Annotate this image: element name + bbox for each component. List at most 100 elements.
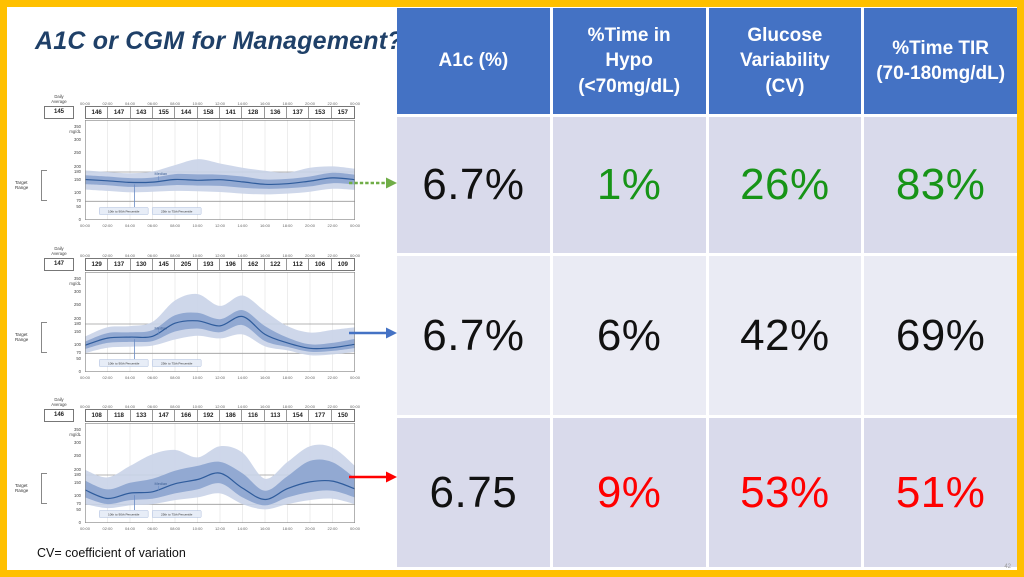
hourly-average-value: 136 [265,106,287,118]
hourly-average-value: 143 [131,106,153,118]
hourly-average-value: 128 [242,106,265,118]
time-label: 02:00 [102,403,113,409]
y-tick-label: 50 [76,506,81,512]
time-label: 20:00 [304,403,316,409]
y-tick-label: 300 [74,137,81,143]
chart-header-main: 00:00 02:00 04:00 06:00 08:00 10:00 12:00 14:00… [80,98,360,119]
hourly-average-value: 155 [153,106,176,118]
time-label: 04:00 [124,222,136,228]
y-axis-unit: mg/dL [69,431,81,437]
y-tick-label: 250 [74,453,81,459]
chart-header: Daily Average 147 00:00 02:00 04:00 06:00 08:00… [39,246,360,271]
hourly-average-value: 116 [242,409,265,421]
hourly-average-value: 147 [108,106,131,118]
time-label: 00:00 [79,374,91,380]
hourly-average-value: 129 [86,258,109,270]
median-callout: Median [155,326,168,330]
time-label: 16:00 [259,525,271,531]
hourly-averages: 108 118 133 147 166 192 186 116 113 154 177 150 [85,408,355,422]
table-cell: 6.7% [397,117,550,253]
time-label: 04:00 [124,100,136,106]
hourly-average-value: 122 [265,258,287,270]
table-cell: 69% [864,256,1017,415]
chart-header-main: 00:00 02:00 04:00 06:00 08:00 10:00 12:00 14:00… [80,401,360,422]
table-header-cell: A1c (%) [397,8,550,114]
hourly-average-value: 154 [287,409,310,421]
daily-average-label: Daily Average [51,397,67,407]
time-label: 18:00 [282,252,293,258]
cgm-chart-plot: Median 10th to 90th Percentile 25th to 75t… [85,119,355,220]
time-label: 12:00 [214,252,226,258]
time-label: 04:00 [124,252,136,258]
time-label: 00:00 [349,374,361,380]
y-axis-unit: mg/dL [69,128,81,134]
time-label: 08:00 [169,100,181,106]
time-label: 00:00 [79,252,91,258]
table-cell: 51% [864,418,1017,567]
y-tick-label: 180 [74,169,81,175]
hourly-average-value: 146 [86,106,109,118]
table-cell: 26% [708,117,862,253]
time-label: 14:00 [237,222,248,228]
y-tick-label: 250 [74,302,81,308]
legend-label: 10th to 90th Percentile [108,361,140,365]
y-tick-label: 70 [76,198,81,204]
time-labels-bottom: 00:00 02:00 04:00 06:00 08:00 10:00 12:00 14:00… [80,372,360,380]
hourly-average-value: 150 [337,411,348,419]
y-tick-label: 0 [78,217,81,223]
y-tick-label: 180 [74,472,81,478]
time-label: 18:00 [282,100,293,106]
time-label: 00:00 [349,252,361,258]
chart-body: 350 mg/dL 300 250 200 150 100 50 0 180 70 Median 10t… [39,119,355,223]
y-tick-label: 70 [76,501,81,507]
time-label: 12:00 [214,100,226,106]
time-label: 18:00 [282,525,293,531]
y-tick-label: 100 [74,493,81,499]
legend-label: 25th to 75th Percentile [161,209,193,213]
y-tick-label: 350 [74,275,81,281]
hourly-average-value: 177 [309,409,332,421]
time-label: 12:00 [214,525,226,531]
legend-label: 25th to 75th Percentile [161,361,193,365]
legend-label: 10th to 90th Percentile [108,512,140,516]
hourly-average-value: 205 [175,258,198,270]
hourly-average-value: 162 [242,258,265,270]
table-cell: 9% [552,418,706,567]
table-header-cell: Glucose Variability (CV) [708,8,862,114]
y-tick-label: 300 [74,440,81,446]
time-label: 04:00 [124,403,136,409]
hourly-average-value: 196 [220,258,243,270]
time-label: 14:00 [237,403,248,409]
y-axis: 350 mg/dL 300 250 200 150 100 50 0 180 70 [39,272,85,374]
time-labels-bottom: 00:00 02:00 04:00 06:00 08:00 10:00 12:00 14:00… [80,523,360,531]
table-header-cell: %Time in Hypo (<70mg/dL) [552,8,706,114]
time-label: 10:00 [192,222,203,228]
hourly-average-value: 106 [309,258,332,270]
daily-average-value: 145 [44,105,74,119]
chart-header-main: 00:00 02:00 04:00 06:00 08:00 10:00 12:00 14:00… [80,250,360,271]
time-label: 16:00 [259,222,271,228]
table-header-cell: %Time TIR (70-180mg/dL) [864,8,1017,114]
time-label: 06:00 [147,374,158,380]
hourly-average-value: 133 [131,409,153,421]
target-range-bracket [41,473,47,505]
slide-number: 42 [1004,564,1011,570]
time-label: 22:00 [327,374,338,380]
time-label: 02:00 [102,374,113,380]
time-label: 20:00 [304,374,316,380]
time-label: 18:00 [282,374,293,380]
time-label: 08:00 [169,252,181,258]
y-axis: 350 mg/dL 300 250 200 150 100 50 0 180 70 [39,120,85,223]
time-label: 14:00 [237,100,248,106]
time-label: 00:00 [349,403,361,409]
hourly-average-value: 144 [175,106,198,118]
time-label: 14:00 [237,374,248,380]
hourly-average-value: 158 [198,106,220,118]
daily-average-value: 147 [44,257,74,271]
time-label: 08:00 [169,403,181,409]
time-label: 04:00 [124,525,136,531]
table-cell: 6.75 [397,418,550,567]
y-tick-label: 70 [76,350,81,356]
y-tick-label: 250 [74,150,81,156]
y-tick-label: 350 [74,123,81,129]
